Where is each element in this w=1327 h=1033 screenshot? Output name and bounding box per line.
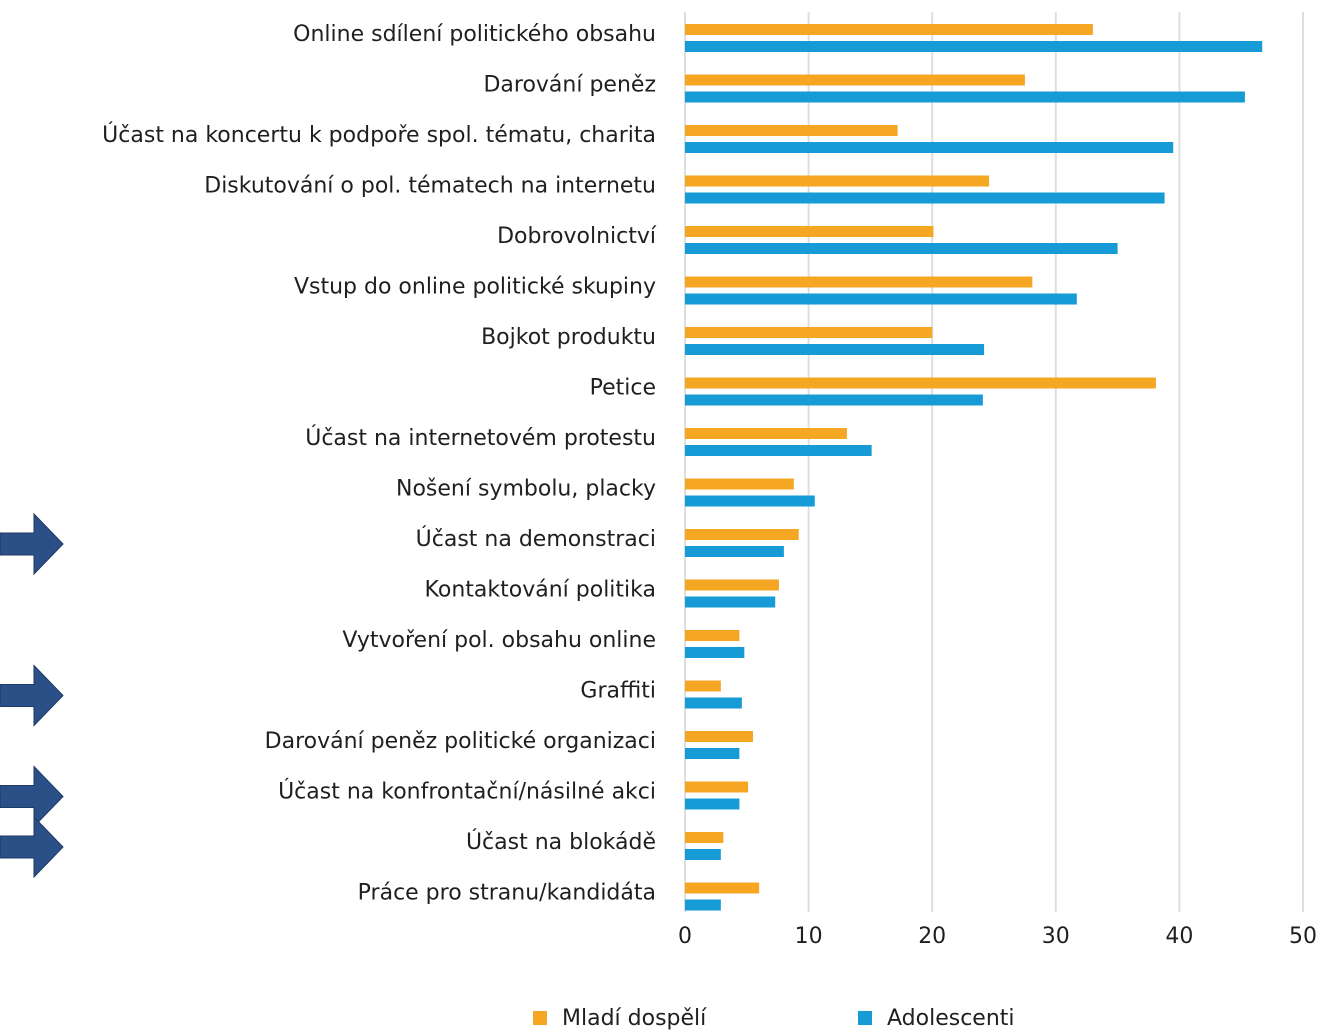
legend-swatch <box>858 1011 872 1025</box>
category-label: Účast na blokádě <box>466 829 656 855</box>
bars-layer <box>685 24 1263 911</box>
category-label: Dobrovolnictví <box>497 224 657 249</box>
bar-mladi-dospeli <box>685 781 749 793</box>
bar-adolescenti <box>685 344 985 355</box>
category-label: Graffiti <box>580 679 656 704</box>
right-arrow-icon <box>0 664 64 727</box>
category-label: Účast na demonstraci <box>416 526 656 552</box>
bar-mladi-dospeli <box>685 276 1033 288</box>
bar-mladi-dospeli <box>685 428 847 439</box>
bar-adolescenti <box>685 445 872 456</box>
category-label: Bojkot produktu <box>481 325 656 350</box>
bar-adolescenti <box>685 41 1263 52</box>
bar-mladi-dospeli <box>685 832 724 843</box>
bar-mladi-dospeli <box>685 882 760 894</box>
category-label: Vytvoření pol. obsahu online <box>342 628 656 653</box>
category-label: Kontaktování politika <box>425 578 656 603</box>
bar-adolescenti <box>685 394 983 406</box>
right-arrow-icon <box>0 765 64 828</box>
category-label: Účast na internetovém protestu <box>305 425 656 451</box>
x-tick-label: 20 <box>918 924 946 949</box>
category-label: Diskutování o pol. tématech na internetu <box>204 174 656 199</box>
arrow-markers <box>0 512 64 879</box>
bar-mladi-dospeli <box>685 529 799 540</box>
bar-adolescenti <box>685 142 1174 153</box>
bar-mladi-dospeli <box>685 74 1025 86</box>
x-tick-label: 10 <box>795 924 823 949</box>
right-arrow-icon <box>0 512 64 576</box>
bar-mladi-dospeli <box>685 327 933 338</box>
category-label: Práce pro stranu/kandidáta <box>358 881 656 906</box>
bar-adolescenti <box>685 596 776 608</box>
bar-mladi-dospeli <box>685 377 1156 389</box>
bar-adolescenti <box>685 243 1118 254</box>
category-label: Online sdílení politického obsahu <box>293 22 656 47</box>
legend-item: Mladí dospělí <box>533 1006 707 1031</box>
bar-adolescenti <box>685 546 784 557</box>
bar-mladi-dospeli <box>685 731 753 742</box>
x-tick-label: 50 <box>1289 924 1317 949</box>
bar-adolescenti <box>685 647 745 658</box>
bar-adolescenti <box>685 899 721 911</box>
bar-adolescenti <box>685 748 740 759</box>
bar-adolescenti <box>685 495 815 507</box>
category-label: Petice <box>590 376 656 401</box>
category-label: Darování peněz <box>483 73 656 98</box>
bar-mladi-dospeli <box>685 125 898 136</box>
legend-label: Mladí dospělí <box>562 1006 707 1031</box>
right-arrow-icon <box>0 815 64 879</box>
bar-mladi-dospeli <box>685 226 934 237</box>
legend-swatch <box>533 1011 547 1025</box>
bar-adolescenti <box>685 798 740 810</box>
grid-layer <box>684 12 1304 912</box>
legend-item: Adolescenti <box>858 1006 1015 1031</box>
bar-mladi-dospeli <box>685 630 740 641</box>
bar-mladi-dospeli <box>685 24 1093 35</box>
x-axis-ticks: 0 10 20 30 40 50 <box>678 924 1317 949</box>
category-label: Nošení symbolu, placky <box>396 477 656 502</box>
bar-adolescenti <box>685 849 721 860</box>
bar-adolescenti <box>685 697 742 709</box>
x-tick-label: 0 <box>678 924 692 949</box>
category-labels: Online sdílení politického obsahu Darován… <box>102 22 657 906</box>
bar-mladi-dospeli <box>685 680 721 692</box>
bar-adolescenti <box>685 192 1165 204</box>
x-tick-label: 30 <box>1042 924 1070 949</box>
legend-label: Adolescenti <box>887 1006 1015 1031</box>
bar-mladi-dospeli <box>685 579 779 591</box>
bar-adolescenti <box>685 293 1077 305</box>
x-tick-label: 40 <box>1165 924 1193 949</box>
category-label: Účast na konfrontační/násilné akci <box>278 779 656 805</box>
bar-mladi-dospeli <box>685 175 990 187</box>
legend: Mladí dospělí Adolescenti <box>533 1006 1015 1031</box>
bar-adolescenti <box>685 91 1245 103</box>
category-label: Vstup do online politické skupiny <box>294 275 656 300</box>
category-label: Účast na koncertu k podpoře spol. tématu… <box>102 122 656 148</box>
category-label: Darování peněz politické organizaci <box>265 729 656 754</box>
bar-mladi-dospeli <box>685 478 794 490</box>
